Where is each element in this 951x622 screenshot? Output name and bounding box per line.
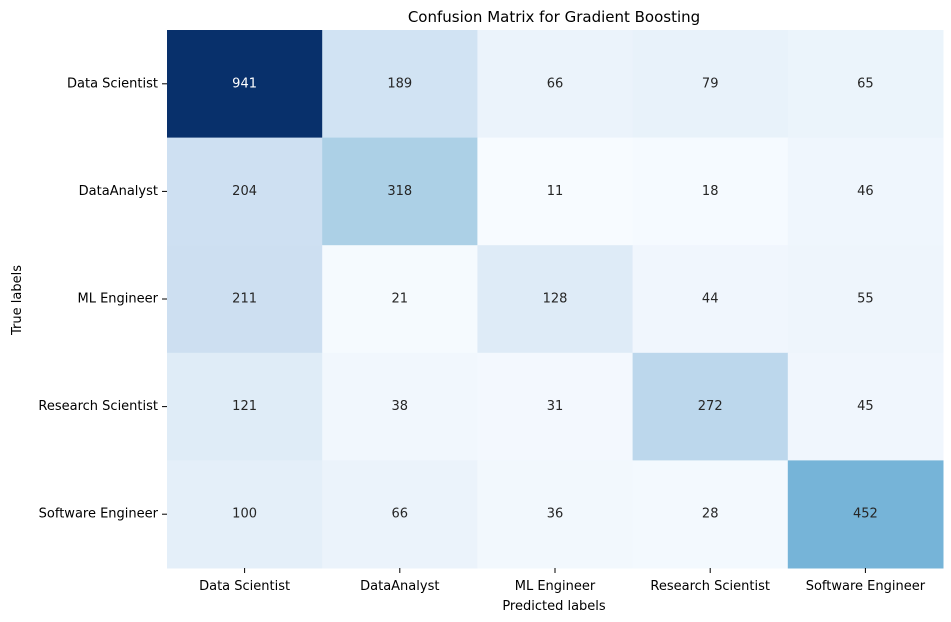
heatmap-cell-r3-c2 (477, 352, 634, 461)
heatmap-cell-label-r3-c2: 31 (547, 399, 564, 414)
heatmap-cell-label-r0-c2: 66 (547, 76, 564, 91)
heatmap-cell-label-r0-c4: 65 (857, 76, 874, 91)
y-tick-label-1: DataAnalyst (79, 184, 158, 199)
heatmap-cell-label-r0-c0: 941 (232, 76, 257, 91)
heatmap-cell-r2-c1 (322, 245, 478, 354)
heatmap-cell-label-r1-c1: 318 (387, 184, 412, 199)
heatmap-cell-r3-c3 (632, 352, 789, 461)
y-tick-label-4: Software Engineer (39, 507, 159, 522)
heatmap-cell-r1-c3 (632, 137, 789, 246)
heatmap-cell-label-r1-c4: 46 (857, 184, 874, 199)
heatmap-cells (167, 30, 944, 569)
heatmap-cell-r1-c0 (167, 137, 323, 246)
heatmap-cell-label-r4-c0: 100 (232, 507, 257, 522)
heatmap-cell-r1-c1 (322, 137, 478, 246)
y-tick-label-3: Research Scientist (38, 399, 158, 414)
heatmap-cell-r2-c0 (167, 245, 323, 354)
heatmap-cell-label-r3-c0: 121 (232, 399, 257, 414)
heatmap-cell-r0-c2 (477, 30, 634, 139)
heatmap-cell-label-r1-c3: 18 (702, 184, 719, 199)
x-tick-label-1: DataAnalyst (360, 579, 439, 594)
heatmap-cell-label-r3-c1: 38 (392, 399, 409, 414)
x-tick-label-4: Software Engineer (806, 579, 926, 594)
heatmap-cell-label-r1-c0: 204 (232, 184, 257, 199)
heatmap-cell-r0-c3 (632, 30, 789, 139)
heatmap-cell-r3-c0 (167, 352, 323, 461)
heatmap-cell-label-r3-c3: 272 (698, 399, 723, 414)
x-axis-label: Predicted labels (502, 599, 606, 614)
y-axis-ticks: Data Scientist DataAnalyst ML Engineer Rese… (38, 76, 167, 522)
heatmap-cell-label-r0-c3: 79 (702, 76, 719, 91)
y-tick-label-2: ML Engineer (78, 292, 159, 307)
heatmap-cell-r0-c4 (787, 30, 944, 139)
heatmap-cell-label-r0-c1: 189 (387, 76, 412, 91)
heatmap-cell-label-r3-c4: 45 (857, 399, 874, 414)
y-axis-label: True labels (10, 265, 25, 336)
heatmap-cell-r2-c2 (477, 245, 634, 354)
heatmap-cell-r3-c1 (322, 352, 478, 461)
heatmap-cell-label-r2-c0: 211 (232, 292, 257, 307)
x-tick-label-2: ML Engineer (515, 579, 596, 594)
heatmap-cell-label-r4-c4: 452 (853, 507, 878, 522)
heatmap-cell-r4-c1 (322, 460, 478, 569)
heatmap-cell-label-r4-c2: 36 (547, 507, 564, 522)
heatmap-cell-label-r2-c4: 55 (857, 292, 874, 307)
heatmap-cell-r0-c0 (167, 30, 323, 139)
heatmap-cell-r4-c2 (477, 460, 634, 569)
heatmap-cell-r2-c4 (787, 245, 944, 354)
heatmap-cell-label-r1-c2: 11 (547, 184, 564, 199)
heatmap-cell-label-r4-c3: 28 (702, 507, 719, 522)
heatmap-cell-r4-c4 (787, 460, 944, 569)
heatmap-cell-r0-c1 (322, 30, 478, 139)
y-tick-label-0: Data Scientist (67, 76, 158, 91)
heatmap-cell-r1-c2 (477, 137, 634, 246)
chart-title: Confusion Matrix for Gradient Boosting (408, 8, 700, 26)
heatmap-cell-r2-c3 (632, 245, 789, 354)
x-axis-ticks: Data Scientist DataAnalyst ML Engineer Rese… (199, 568, 926, 594)
x-tick-label-0: Data Scientist (199, 579, 290, 594)
heatmap-cell-r4-c3 (632, 460, 789, 569)
heatmap-cell-labels: 941 189 66 79 65 204 318 11 18 46 211 21 128 44 55 121 3… (232, 76, 878, 521)
heatmap-cell-label-r2-c2: 128 (543, 292, 568, 307)
heatmap-cell-label-r2-c1: 21 (392, 292, 409, 307)
heatmap-cell-r1-c4 (787, 137, 944, 246)
heatmap-cell-label-r2-c3: 44 (702, 292, 719, 307)
heatmap-cell-label-r4-c1: 66 (392, 507, 409, 522)
heatmap-cell-r3-c4 (787, 352, 944, 461)
x-tick-label-3: Research Scientist (650, 579, 770, 594)
heatmap-cell-r4-c0 (167, 460, 323, 569)
